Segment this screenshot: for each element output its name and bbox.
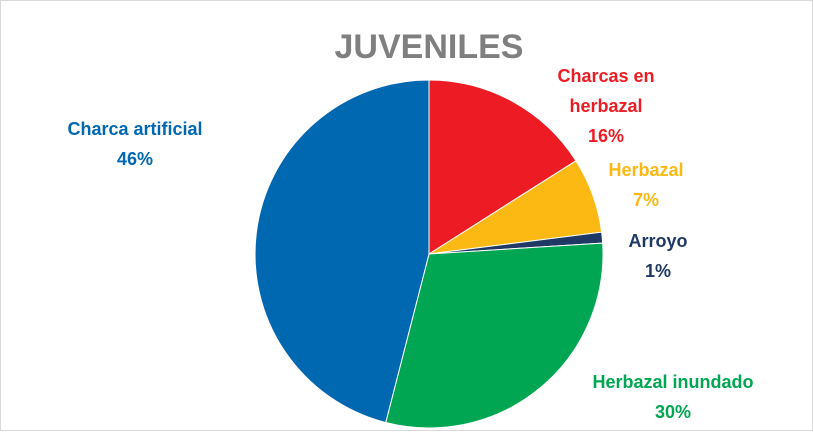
data-label-name: Charca artificial: [67, 119, 202, 139]
data-label-percent: 1%: [645, 261, 671, 281]
data-label-name: Herbazal: [608, 160, 683, 180]
data-label-name: Herbazal inundado: [592, 372, 753, 392]
data-label-percent: 7%: [633, 190, 659, 210]
data-label-charcas-en-herbazal: Charcas en herbazal 16%: [557, 66, 654, 146]
data-label-percent: 46%: [117, 149, 153, 169]
data-label-percent: 16%: [588, 126, 624, 146]
pie-labels: Charcas en herbazal 16% Herbazal 7% Arroyo 1% H…: [67, 66, 753, 422]
data-label-name: Arroyo: [628, 231, 687, 251]
data-label-charca-artificial: Charca artificial 46%: [67, 119, 202, 169]
data-label-name: herbazal: [569, 96, 642, 116]
pie-slice-herbazal-inundado: [385, 242, 604, 429]
pie-slice-charcas-en-herbazal: [428, 79, 577, 255]
pie-slices: [254, 79, 604, 429]
data-label-herbazal: Herbazal 7%: [608, 160, 683, 210]
pie-slice-charca-artificial: [254, 79, 430, 424]
chart-title: JUVENILES: [335, 28, 524, 66]
data-label-name: Charcas en: [557, 66, 654, 86]
data-label-herbazal-inundado: Herbazal inundado 30%: [592, 372, 753, 422]
data-label-arroyo: Arroyo 1%: [628, 231, 687, 281]
data-label-percent: 30%: [655, 402, 691, 422]
